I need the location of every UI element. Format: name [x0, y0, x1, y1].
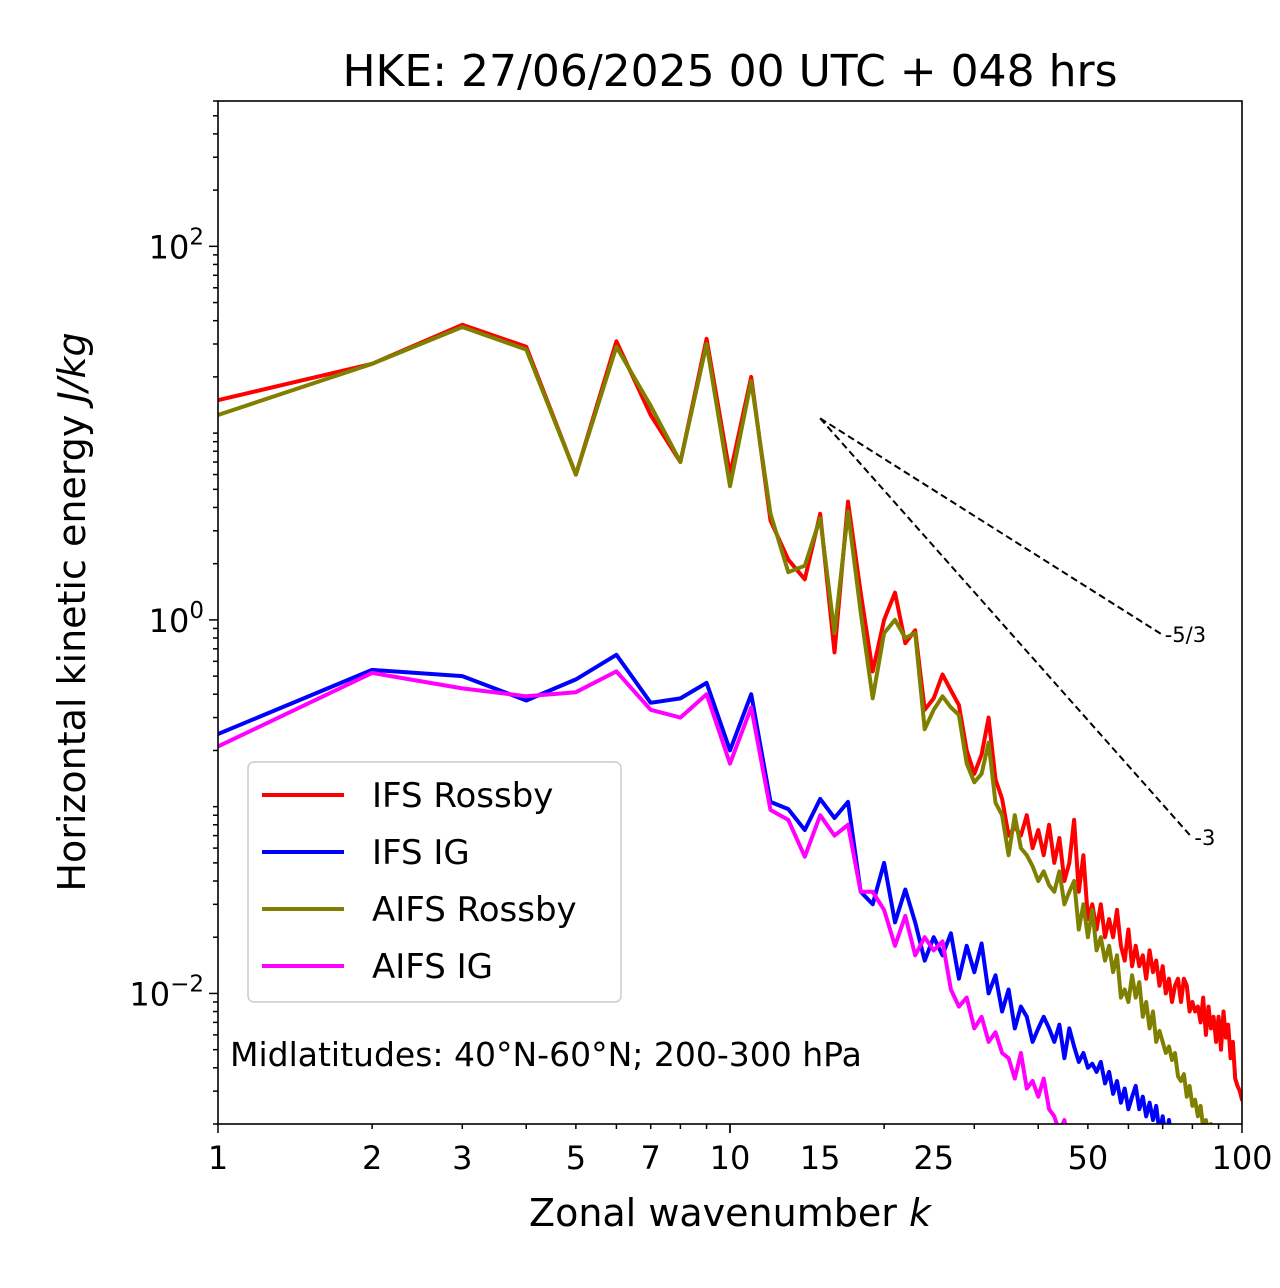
legend-label-aifs-ig: AIFS IG [372, 947, 493, 987]
x-axis-label: Zonal wavenumber k [529, 1191, 933, 1235]
series-line-aifs-ig [218, 669, 1068, 1124]
x-tick-label: 7 [641, 1139, 661, 1177]
series-group [218, 322, 1242, 1124]
slope-five-thirds-line [819, 417, 1164, 636]
legend-label-aifs-rossby: AIFS Rossby [372, 890, 577, 930]
y-axis-label: Horizontal kinetic energy J/kg [50, 332, 94, 891]
x-tick-label: 100 [1211, 1139, 1272, 1177]
x-tick-label: 5 [566, 1139, 586, 1177]
x-axis-ticks: 1 2 3 5 7 10 15 25 50 100 [208, 1124, 1273, 1177]
series-line-ifs-ig [218, 652, 1172, 1124]
x-tick-label: 10 [710, 1139, 751, 1177]
x-tick-label: 1 [208, 1139, 228, 1177]
y-tick-label: 10−2 [129, 971, 204, 1013]
x-tick-label: 2 [362, 1139, 382, 1177]
region-annotation: Midlatitudes: 40°N-60°N; 200-300 hPa [230, 1035, 862, 1074]
x-tick-label: 15 [800, 1139, 841, 1177]
slope-three-line [819, 417, 1194, 839]
x-tick-label: 50 [1068, 1139, 1109, 1177]
slope-three-label: -3 [1194, 826, 1215, 850]
reference-slopes: -5/3 -3 [819, 417, 1215, 850]
legend-label-ifs-rossby: IFS Rossby [372, 776, 553, 816]
y-axis-ticks: 102 100 10−2 [129, 100, 218, 1125]
y-tick-label: 100 [149, 598, 204, 640]
legend-label-ifs-ig: IFS IG [372, 833, 470, 873]
y-tick-label: 102 [149, 224, 204, 266]
x-tick-label: 3 [452, 1139, 472, 1177]
series-line-aifs-rossby [218, 325, 1214, 1124]
legend-box [247, 761, 622, 1003]
chart-title: HKE: 27/06/2025 00 UTC + 048 hrs [342, 46, 1117, 97]
x-tick-label: 25 [913, 1139, 954, 1177]
slope-five-thirds-label: -5/3 [1165, 623, 1206, 647]
legend: IFS Rossby IFS IG AIFS Rossby AIFS IG [247, 761, 622, 1003]
